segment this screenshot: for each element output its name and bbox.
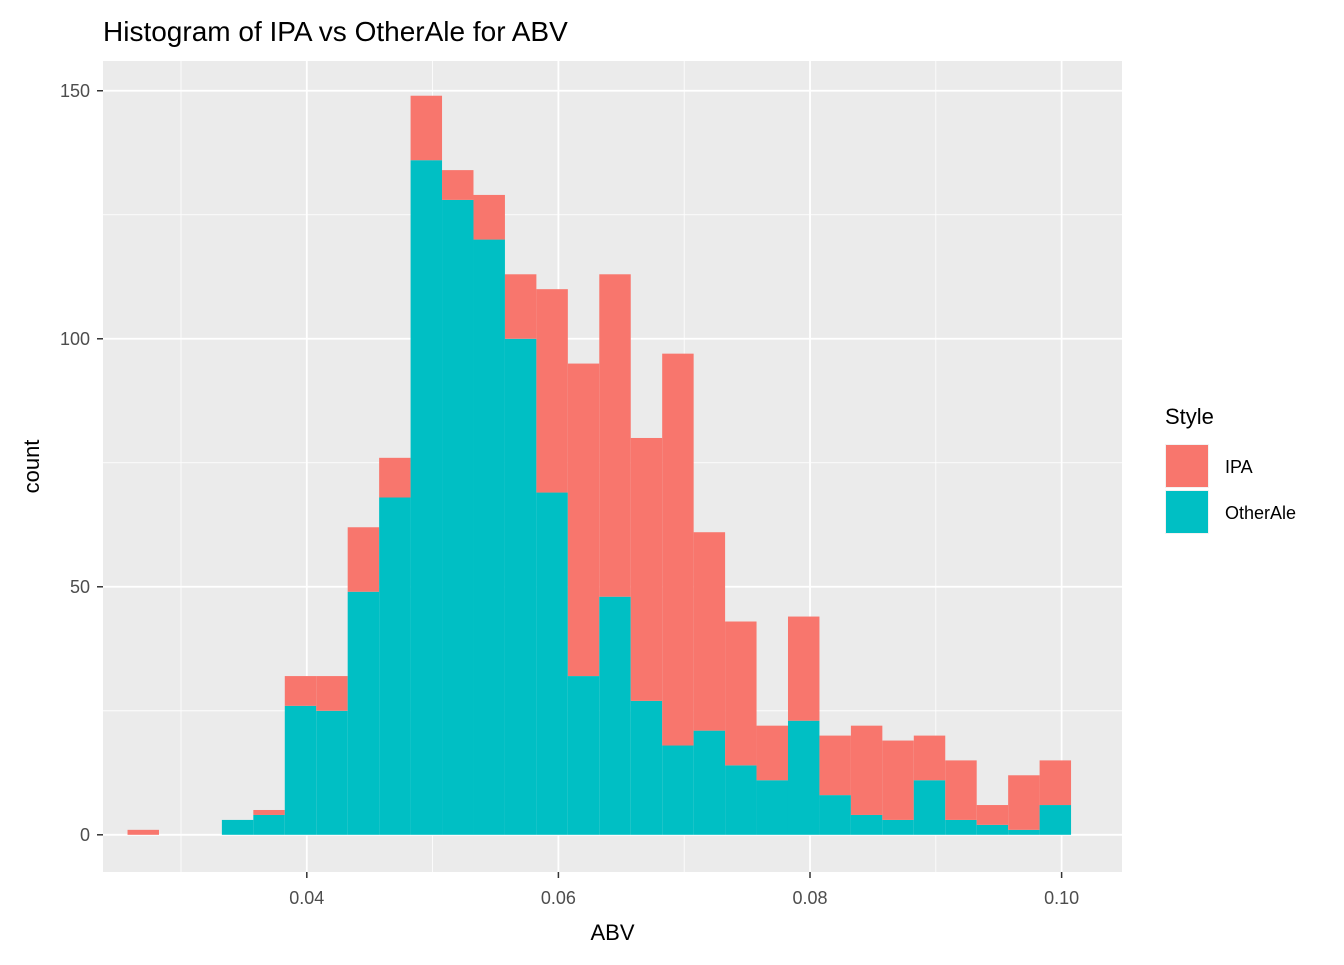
bar-otherale [504, 338, 537, 835]
bar-otherale [725, 765, 757, 835]
x-tick-label: 0.04 [289, 888, 324, 908]
legend-key-ipa [1166, 445, 1208, 487]
y-tick-label: 0 [80, 825, 90, 845]
bar-otherale [253, 814, 285, 835]
bar-otherale [473, 239, 505, 835]
y-tick-label: 150 [60, 81, 90, 101]
bar-otherale [316, 710, 348, 835]
chart-title: Histogram of IPA vs OtherAle for ABV [103, 16, 568, 47]
bar-ipa [536, 289, 568, 493]
bar-otherale [882, 819, 914, 835]
x-tick-label: 0.06 [541, 888, 576, 908]
bar-otherale [693, 730, 726, 835]
bar-otherale [850, 814, 883, 835]
bar-otherale [567, 676, 600, 835]
bar-otherale [347, 591, 380, 835]
bar-otherale [410, 160, 443, 835]
bar-otherale [284, 705, 317, 835]
bar-ipa [504, 274, 537, 339]
bar-otherale [819, 795, 851, 835]
bar-otherale [913, 780, 946, 835]
bar-otherale [599, 596, 631, 835]
bar-otherale [662, 745, 694, 835]
bar-otherale [630, 700, 663, 835]
bar-otherale [976, 824, 1009, 835]
histogram-bars [127, 95, 1072, 835]
bar-otherale [442, 199, 474, 835]
bar-otherale [1008, 829, 1040, 835]
bar-ipa [850, 725, 883, 815]
bar-ipa [442, 170, 474, 200]
legend-title: Style [1165, 404, 1214, 429]
bar-ipa [127, 829, 159, 835]
y-tick-label: 100 [60, 329, 90, 349]
bar-ipa [882, 740, 914, 820]
x-tick-label: 0.08 [792, 888, 827, 908]
bar-ipa [787, 616, 820, 721]
bar-ipa [1008, 775, 1040, 830]
bar-ipa [284, 676, 317, 706]
bar-ipa [473, 194, 505, 240]
y-axis-title: count [19, 440, 44, 494]
bar-ipa [630, 437, 663, 701]
legend-label-ipa: IPA [1225, 457, 1253, 477]
bar-ipa [567, 363, 600, 677]
bar-ipa [379, 457, 411, 498]
bar-otherale [1039, 805, 1072, 835]
bar-ipa [316, 676, 348, 711]
legend: Style IPA OtherAle [1165, 404, 1296, 534]
bar-ipa [976, 805, 1009, 825]
axes: 0.04 0.06 0.08 0.10 0 50 100 150 [60, 81, 1079, 908]
bar-ipa [756, 725, 788, 781]
bar-ipa [1039, 760, 1072, 806]
bar-otherale [221, 819, 254, 835]
y-tick-label: 50 [70, 577, 90, 597]
bar-ipa [725, 621, 757, 766]
legend-key-otherale [1166, 491, 1208, 533]
bar-otherale [379, 497, 411, 835]
bar-otherale [536, 492, 568, 835]
bar-otherale [756, 780, 788, 835]
bar-otherale [787, 720, 820, 835]
bar-ipa [819, 735, 851, 796]
bar-otherale [945, 819, 977, 835]
bar-ipa [599, 274, 631, 597]
bar-ipa [662, 353, 694, 746]
x-axis-title: ABV [590, 920, 634, 945]
bar-ipa [913, 735, 946, 781]
bar-ipa [253, 809, 285, 815]
bar-ipa [945, 760, 977, 820]
bar-ipa [347, 527, 380, 592]
x-tick-label: 0.10 [1044, 888, 1079, 908]
bar-ipa [410, 95, 443, 161]
legend-label-otherale: OtherAle [1225, 503, 1296, 523]
bar-ipa [693, 532, 726, 731]
